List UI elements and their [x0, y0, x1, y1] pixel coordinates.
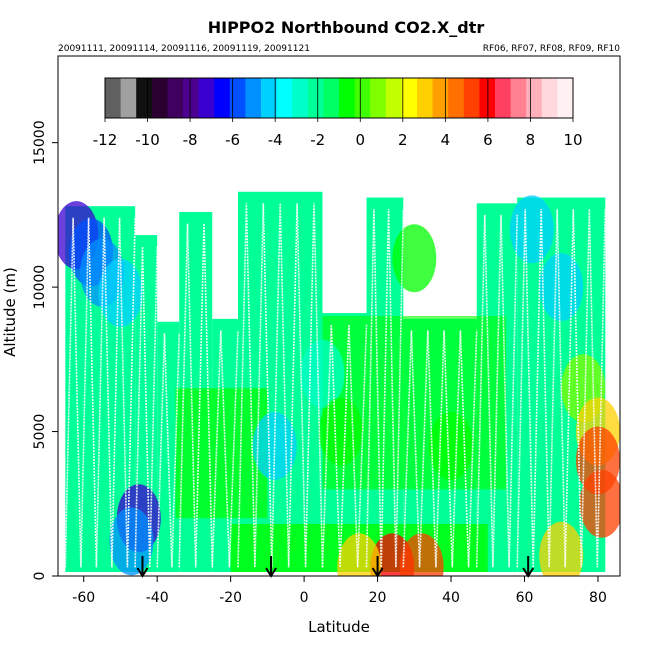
colorbar-segment	[261, 78, 278, 118]
flight-track	[211, 330, 239, 568]
colorbar-segment	[183, 78, 200, 118]
colorbar-segment	[557, 78, 574, 118]
colorbar-segment	[214, 78, 231, 118]
colorbar-segment	[339, 78, 356, 118]
colorbar-segment	[105, 78, 122, 118]
colorbar-segment	[479, 78, 496, 118]
latitude-arrow	[522, 556, 535, 578]
anomaly-cell	[539, 521, 584, 576]
anomaly-cell	[429, 412, 474, 480]
colorbar-segment	[495, 78, 512, 118]
y-tick-label: 5000	[32, 414, 48, 450]
chart-title: HIPPO2 Northbound CO2.X_dtr	[208, 18, 485, 37]
colorbar-segment	[136, 78, 153, 118]
flight-track	[134, 246, 158, 568]
colorbar-segment	[463, 78, 480, 118]
arrow-head	[371, 567, 384, 578]
colorbar-segment	[541, 78, 558, 118]
colorbar-tick-label: -6	[225, 131, 240, 149]
colorbar-segment	[167, 78, 184, 118]
colorbar-tick-label: 2	[398, 131, 408, 149]
latitude-arrow	[136, 556, 149, 578]
colorbar-segment	[229, 78, 246, 118]
colorbar-tick-label: -4	[268, 131, 283, 149]
colorbar-segment	[510, 78, 527, 118]
colorbar-segment	[401, 78, 418, 118]
y-tick-label: 0	[32, 572, 48, 581]
flight-track	[64, 217, 136, 568]
x-tick-label: 80	[589, 590, 607, 606]
colorbar: -12 -10 -8 -6 -4 -2 0 2 4 6 8 10	[93, 77, 583, 149]
x-tick-label: 40	[442, 590, 460, 606]
latitude-arrow	[265, 556, 277, 578]
x-tick-label: -40	[146, 590, 169, 606]
arrow-head	[522, 567, 535, 578]
x-axis-label: Latitude	[308, 618, 370, 636]
colorbar-segment	[385, 78, 402, 118]
colorbar-tick-label: -2	[310, 131, 325, 149]
arrow-head	[265, 567, 277, 578]
flight-track	[402, 330, 478, 568]
x-tick-label: 60	[516, 590, 534, 606]
plot-frame	[57, 55, 621, 577]
anomaly-cell	[575, 426, 620, 495]
anomaly-cell	[300, 339, 345, 408]
colorbar-segment	[417, 78, 434, 118]
colorbar-segment	[245, 78, 262, 118]
colorbar-segment	[276, 78, 293, 118]
anomaly-cell	[337, 533, 382, 576]
flight-track	[237, 203, 324, 568]
y-tick-label: 10000	[32, 265, 48, 310]
colorbar-tick-label: 6	[483, 131, 493, 149]
latitude-arrows	[136, 556, 535, 578]
arrow-head	[136, 567, 149, 578]
colorbar-tick-label: -10	[135, 131, 160, 149]
colorbar-segment	[307, 78, 324, 118]
y-axis-label: Altitude (m)	[1, 267, 19, 357]
chart-subtitle-dates: 20091111, 20091114, 20091116, 20091119, …	[58, 44, 310, 54]
midlevel-band	[175, 388, 268, 519]
anomaly-cell	[399, 533, 444, 576]
colorbar-tick-label: -8	[183, 131, 198, 149]
colorbar-tick-label: 8	[526, 131, 536, 149]
curtain-field	[58, 191, 620, 576]
y-tick-label: 15000	[32, 120, 48, 165]
flight-track	[178, 223, 214, 568]
anomaly-cell	[109, 507, 154, 576]
flight-track	[365, 209, 405, 568]
x-tick-label: -20	[219, 590, 242, 606]
colorbar-segment	[448, 78, 465, 118]
colorbar-tick-label: 10	[563, 131, 582, 149]
anomaly-cell	[318, 397, 363, 466]
anomaly-cell	[539, 253, 584, 322]
colorbar-segment	[526, 78, 543, 118]
latitude-arrow	[371, 556, 384, 578]
flight-track	[321, 324, 368, 568]
anomaly-cell	[98, 258, 143, 327]
colorbar-segment	[120, 78, 137, 118]
anomaly-cell	[509, 195, 554, 264]
colorbar-segment	[292, 78, 309, 118]
flight-track	[475, 214, 518, 568]
anomaly-cell	[392, 224, 437, 293]
colorbar-segment	[432, 78, 449, 118]
flight-track	[156, 333, 180, 568]
x-tick-label: 0	[300, 590, 309, 606]
colorbar-segment	[354, 78, 371, 118]
chart-subtitle-flights: RF06, RF07, RF08, RF09, RF10	[483, 44, 621, 54]
colorbar-segment	[370, 78, 387, 118]
colorbar-tick-label: -12	[93, 131, 118, 149]
colorbar-tick-label: 4	[441, 131, 451, 149]
colorbar-tick-label: 0	[355, 131, 365, 149]
anomaly-cell	[252, 412, 297, 480]
colorbar-segment	[198, 78, 215, 118]
colorbar-segment	[151, 78, 168, 118]
x-tick-label: 20	[369, 590, 387, 606]
x-tick-label: -60	[72, 590, 95, 606]
colorbar-segment	[323, 78, 340, 118]
